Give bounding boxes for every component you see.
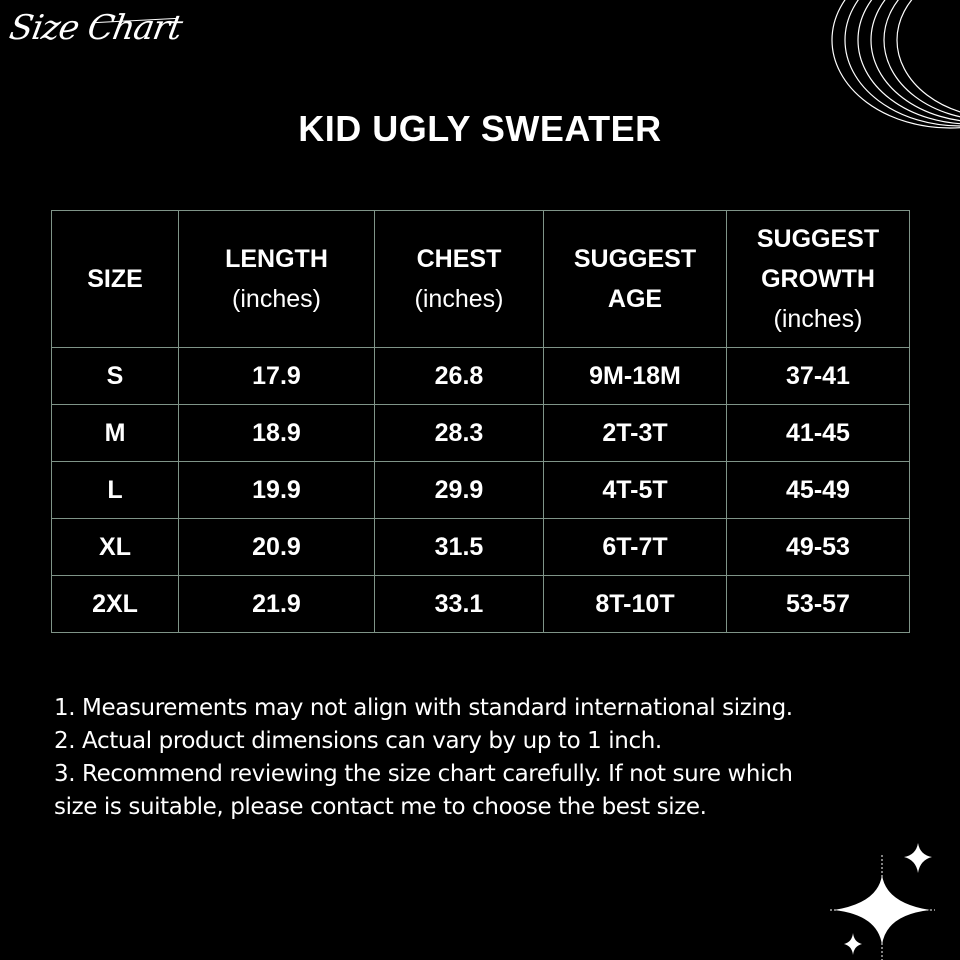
cell-size: L — [51, 461, 179, 519]
cell-suggest-age: 2T-3T — [543, 404, 727, 462]
sparkle-stars-icon — [830, 843, 935, 960]
header-length: LENGTH (inches) — [178, 210, 375, 348]
page-title: KID UGLY SWEATER — [298, 108, 662, 149]
cell-suggest-growth: 45-49 — [726, 461, 910, 519]
cell-suggest-age: 8T-10T — [543, 575, 727, 633]
cell-chest: 26.8 — [374, 347, 544, 405]
table-row: 2XL 21.9 33.1 8T-10T 53-57 — [51, 575, 910, 633]
header-size: SIZE — [51, 210, 179, 348]
notes: 1. Measurements may not align with stand… — [54, 692, 793, 824]
cell-chest: 29.9 — [374, 461, 544, 519]
header-chest: CHEST (inches) — [374, 210, 544, 348]
table-row: L 19.9 29.9 4T-5T 45-49 — [51, 461, 910, 519]
size-chart-logo: Size Chart — [6, 8, 185, 48]
note-1: 1. Measurements may not align with stand… — [54, 695, 793, 721]
cell-length: 21.9 — [178, 575, 375, 633]
cell-length: 19.9 — [178, 461, 375, 519]
note-3-cont: size is suitable, please contact me to c… — [54, 794, 707, 820]
cell-suggest-growth: 53-57 — [726, 575, 910, 633]
table-row: S 17.9 26.8 9M-18M 37-41 — [51, 347, 910, 405]
cell-length: 20.9 — [178, 518, 375, 576]
table-row: M 18.9 28.3 2T-3T 41-45 — [51, 404, 910, 462]
cell-size: M — [51, 404, 179, 462]
cell-suggest-age: 4T-5T — [543, 461, 727, 519]
cell-length: 18.9 — [178, 404, 375, 462]
cell-suggest-growth: 49-53 — [726, 518, 910, 576]
cell-chest: 31.5 — [374, 518, 544, 576]
cell-chest: 28.3 — [374, 404, 544, 462]
cell-suggest-growth: 41-45 — [726, 404, 910, 462]
table-header-row: SIZE LENGTH (inches) CHEST (inches) SUGGES… — [51, 210, 910, 348]
note-3: 3. Recommend reviewing the size chart ca… — [54, 761, 793, 787]
cell-length: 17.9 — [178, 347, 375, 405]
cell-suggest-age: 6T-7T — [543, 518, 727, 576]
cell-chest: 33.1 — [374, 575, 544, 633]
table-row: XL 20.9 31.5 6T-7T 49-53 — [51, 518, 910, 576]
header-suggest-growth: SUGGEST GROWTH (inches) — [726, 210, 910, 348]
size-table: SIZE LENGTH (inches) CHEST (inches) SUGGES… — [51, 210, 910, 633]
concentric-arcs-icon — [831, 0, 960, 129]
header-suggest-age: SUGGEST AGE — [543, 210, 727, 348]
cell-suggest-age: 9M-18M — [543, 347, 727, 405]
cell-suggest-growth: 37-41 — [726, 347, 910, 405]
cell-size: S — [51, 347, 179, 405]
note-2: 2. Actual product dimensions can vary by… — [54, 728, 662, 754]
cell-size: 2XL — [51, 575, 179, 633]
cell-size: XL — [51, 518, 179, 576]
